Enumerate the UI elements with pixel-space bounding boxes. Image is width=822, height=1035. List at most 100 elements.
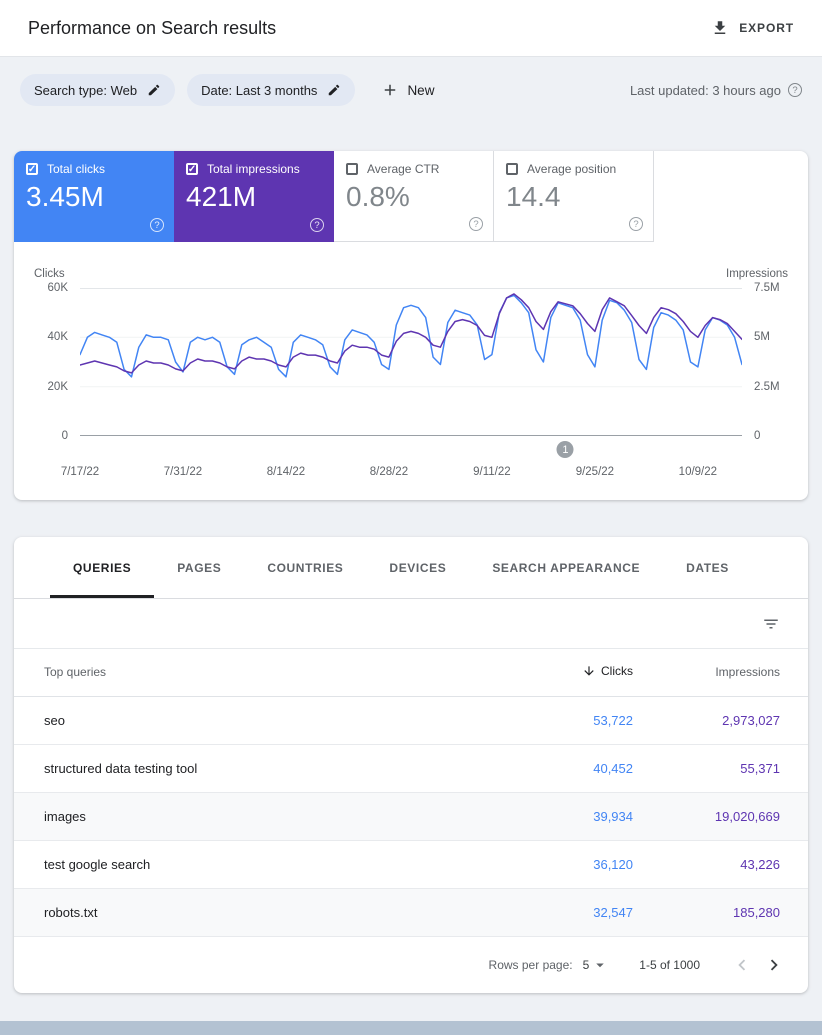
right-axis-title: Impressions <box>726 268 788 280</box>
total-impressions-checkbox[interactable] <box>186 163 198 175</box>
metric-card-total-clicks[interactable]: Total clicks 3.45M <box>14 151 174 242</box>
column-header-clicks[interactable]: Clicks <box>473 649 633 697</box>
search-type-chip-label: Search type: Web <box>34 82 138 98</box>
last-updated: Last updated: 3 hours ago <box>630 83 802 98</box>
table-row[interactable]: test google search 36,120 43,226 <box>14 840 808 889</box>
date-range-chip-label: Date: Last 3 months <box>201 82 318 98</box>
average-position-checkbox[interactable] <box>506 163 518 175</box>
tab-devices[interactable]: DEVICES <box>389 561 447 575</box>
table-header-row: Top queries Clicks Impressions <box>14 649 808 697</box>
tab-search-appearance[interactable]: SEARCH APPEARANCE <box>492 561 641 575</box>
x-axis-label: 9/11/22 <box>473 466 511 478</box>
help-icon[interactable] <box>310 218 324 232</box>
performance-card: Total clicks 3.45M Total impressions 421… <box>14 151 808 500</box>
edit-icon <box>327 83 341 97</box>
query-cell: structured data testing tool <box>14 744 473 793</box>
queries-table: Top queries Clicks Impressions seo <box>14 649 808 937</box>
date-range-chip[interactable]: Date: Last 3 months <box>187 74 356 106</box>
x-axis-label: 10/9/22 <box>678 466 718 478</box>
clicks-cell: 53,722 <box>473 696 633 745</box>
export-button[interactable]: EXPORT <box>711 19 794 37</box>
impressions-cell: 43,226 <box>633 840 808 889</box>
edit-icon <box>147 83 161 97</box>
y-tick: 0 <box>754 430 761 442</box>
metric-value: 14.4 <box>506 181 561 212</box>
x-axis-labels: 7/17/22 7/31/22 8/14/22 8/28/22 9/11/22 9/25/… <box>61 436 742 488</box>
metric-card-average-ctr[interactable]: Average CTR 0.8% <box>334 151 494 242</box>
y-tick: 40K <box>47 331 68 344</box>
metric-card-average-position[interactable]: Average position 14.4 <box>494 151 654 242</box>
chevron-left-icon <box>731 954 753 976</box>
help-icon[interactable] <box>629 217 643 231</box>
clicks-cell: 36,120 <box>473 840 633 889</box>
metric-value: 421M <box>186 181 257 212</box>
new-filter-label: New <box>407 82 435 98</box>
table-row[interactable]: images 39,934 19,020,669 <box>14 792 808 841</box>
table-row[interactable]: robots.txt 32,547 185,280 <box>14 888 808 937</box>
x-axis-label: 8/14/22 <box>266 466 306 478</box>
rows-per-page-value: 5 <box>582 957 590 972</box>
sort-descending-icon <box>582 664 596 678</box>
y-tick: 20K <box>47 380 68 393</box>
help-icon[interactable] <box>150 218 164 232</box>
metric-card-total-impressions[interactable]: Total impressions 421M <box>174 151 334 242</box>
y-tick: 60K <box>47 282 68 294</box>
tab-dates[interactable]: DATES <box>686 561 729 575</box>
query-cell: seo <box>14 696 473 745</box>
chevron-right-icon <box>763 954 785 976</box>
pagination-bar: Rows per page: 5 1-5 of 1000 <box>14 937 808 993</box>
new-filter-button[interactable]: New <box>381 81 434 99</box>
x-axis-label: 8/28/22 <box>369 466 409 478</box>
y-tick: 2.5M <box>754 380 780 393</box>
metrics-row: Total clicks 3.45M Total impressions 421… <box>14 151 808 242</box>
help-icon[interactable] <box>788 83 802 97</box>
y-tick: 7.5M <box>754 282 780 294</box>
query-cell: test google search <box>14 840 473 889</box>
clicks-cell: 39,934 <box>473 792 633 841</box>
next-page-button[interactable] <box>758 949 790 981</box>
impressions-cell: 2,973,027 <box>633 696 808 745</box>
impressions-cell: 55,371 <box>633 744 808 793</box>
metric-value: 3.45M <box>26 181 104 212</box>
plus-icon <box>381 81 399 99</box>
clicks-cell: 32,547 <box>473 888 633 937</box>
filter-bar: Search type: Web Date: Last 3 months New… <box>0 57 822 151</box>
tab-queries[interactable]: QUERIES <box>50 537 155 598</box>
y-tick: 5M <box>754 331 770 344</box>
x-axis-label: 7/17/22 <box>60 466 100 478</box>
column-header-top-queries[interactable]: Top queries <box>14 649 473 697</box>
filter-table-button[interactable] <box>762 615 780 633</box>
rows-per-page-label: Rows per page: <box>488 957 573 972</box>
help-icon[interactable] <box>469 217 483 231</box>
total-clicks-checkbox[interactable] <box>26 163 38 175</box>
x-axis-label: 9/25/22 <box>575 466 615 478</box>
x-axis-label: 7/31/22 <box>163 466 203 478</box>
tab-pages[interactable]: PAGES <box>177 561 222 575</box>
dimensions-card: QUERIES PAGES COUNTRIES DEVICES SEARCH A… <box>14 537 808 993</box>
table-row[interactable]: structured data testing tool 40,452 55,3… <box>14 744 808 793</box>
impressions-cell: 185,280 <box>633 888 808 937</box>
query-cell: images <box>14 792 473 841</box>
average-ctr-checkbox[interactable] <box>346 163 358 175</box>
metric-label: Total impressions <box>207 162 300 176</box>
filter-list-icon <box>762 615 780 633</box>
table-row[interactable]: seo 53,722 2,973,027 <box>14 696 808 745</box>
tab-countries[interactable]: COUNTRIES <box>267 561 344 575</box>
column-header-impressions[interactable]: Impressions <box>633 649 808 697</box>
pagination-range: 1-5 of 1000 <box>639 957 700 972</box>
top-bar: Performance on Search results EXPORT <box>0 0 822 57</box>
download-icon <box>711 19 729 37</box>
y-tick: 0 <box>61 430 68 442</box>
chart-canvas <box>80 288 742 436</box>
footer-strip <box>0 1021 822 1035</box>
page-title: Performance on Search results <box>28 17 277 38</box>
performance-line-chart[interactable] <box>80 288 742 436</box>
table-filter-row <box>14 599 808 649</box>
dropdown-arrow-icon <box>591 956 609 974</box>
chart-annotation-marker[interactable]: 1 <box>556 441 574 458</box>
left-axis-ticks: 60K 40K 20K 0 <box>34 282 80 442</box>
search-type-chip[interactable]: Search type: Web <box>20 74 176 106</box>
previous-page-button[interactable] <box>726 949 758 981</box>
metric-label: Total clicks <box>47 162 106 176</box>
rows-per-page-select[interactable]: 5 <box>583 956 610 974</box>
